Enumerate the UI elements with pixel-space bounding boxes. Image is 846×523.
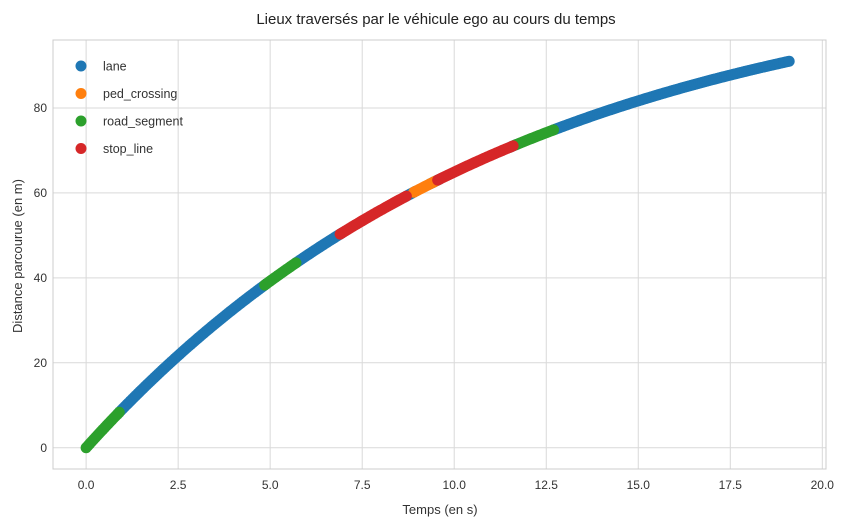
point-stop-line — [400, 190, 412, 202]
x-tick-label: 2.5 — [170, 478, 187, 492]
y-tick-label: 20 — [34, 356, 48, 370]
y-tick-label: 0 — [40, 441, 47, 455]
legend-label: ped_crossing — [103, 87, 177, 101]
y-tick-label: 80 — [34, 101, 48, 115]
legend-marker — [75, 88, 87, 99]
legend-marker — [75, 143, 87, 154]
point-stop-line — [507, 140, 519, 152]
x-tick-label: 15.0 — [627, 478, 651, 492]
x-tick-label: 10.0 — [443, 478, 467, 492]
data-points — [80, 55, 795, 454]
y-axis-label: Distance parcourue (en m) — [10, 179, 25, 333]
x-tick-label: 5.0 — [262, 478, 279, 492]
legend: lane ped_crossing road_segment stop_line — [75, 60, 183, 156]
x-tick-label: 17.5 — [719, 478, 743, 492]
y-tick-labels: 0 20 40 60 80 — [34, 101, 48, 455]
x-tick-label: 20.0 — [811, 478, 835, 492]
legend-label: lane — [103, 60, 127, 74]
point-road-segment — [290, 257, 302, 269]
legend-label: road_segment — [103, 115, 183, 129]
point-lane — [783, 55, 795, 67]
grid-lines — [53, 40, 826, 469]
legend-label: stop_line — [103, 142, 153, 156]
y-tick-label: 40 — [34, 271, 48, 285]
point-road-segment — [548, 124, 560, 136]
x-tick-label: 0.0 — [78, 478, 95, 492]
x-axis-label: Temps (en s) — [402, 502, 477, 517]
x-tick-label: 7.5 — [354, 478, 371, 492]
plot-frame — [52, 39, 827, 470]
y-tick-label: 60 — [34, 186, 48, 200]
x-tick-labels: 0.0 2.5 5.0 7.5 10.0 12.5 15.0 17.5 20.0 — [78, 478, 835, 492]
chart-title: Lieux traversés par le véhicule ego au c… — [256, 11, 615, 28]
legend-marker — [75, 60, 87, 72]
legend-marker — [75, 115, 87, 127]
x-tick-label: 12.5 — [535, 478, 559, 492]
point-road-segment — [113, 406, 125, 418]
